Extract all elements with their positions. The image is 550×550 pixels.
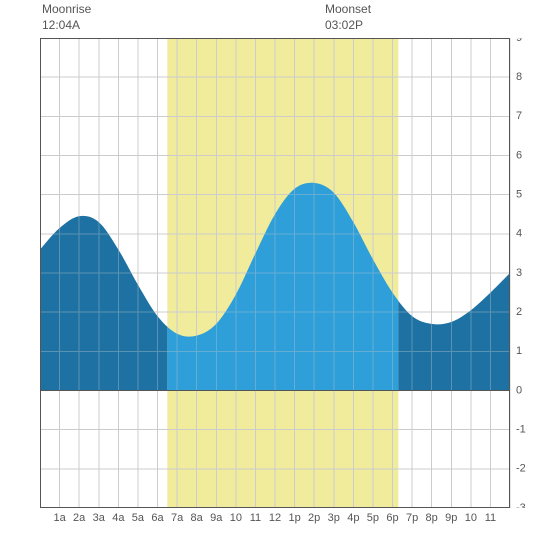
svg-text:3: 3 xyxy=(516,267,522,279)
moonrise-label: Moonrise xyxy=(42,2,91,18)
x-tick-label: 4p xyxy=(347,512,359,524)
x-tick-label: 3p xyxy=(328,512,340,524)
x-tick-label: 9a xyxy=(210,512,222,524)
x-tick-label: 2a xyxy=(73,512,85,524)
x-tick-label: 10 xyxy=(230,512,242,524)
svg-text:8: 8 xyxy=(516,71,522,83)
moonset-time: 03:02P xyxy=(325,18,371,34)
svg-text:-2: -2 xyxy=(516,463,526,475)
x-tick-label: 1a xyxy=(53,512,65,524)
chart-plot-area: -3 -2 -1 0 1 2 3 4 5 6 7 8 9 xyxy=(40,38,540,508)
x-tick-label: 8p xyxy=(426,512,438,524)
moonrise-time: 12:04A xyxy=(42,18,91,34)
x-tick-label: 5a xyxy=(132,512,144,524)
svg-text:0: 0 xyxy=(516,384,522,396)
chart-svg: -3 -2 -1 0 1 2 3 4 5 6 7 8 9 xyxy=(40,38,540,508)
svg-text:4: 4 xyxy=(516,228,522,240)
svg-text:2: 2 xyxy=(516,306,522,318)
svg-text:7: 7 xyxy=(516,110,522,122)
x-tick-label: 11 xyxy=(250,512,261,524)
x-tick-label: 6a xyxy=(151,512,163,524)
x-tick-label: 8a xyxy=(191,512,203,524)
tide-chart-container: Moonrise 12:04A Moonset 03:02P -3-2-1012… xyxy=(0,0,550,550)
svg-text:1: 1 xyxy=(516,345,522,357)
moonrise-block: Moonrise 12:04A xyxy=(42,2,91,33)
x-tick-label: 11 xyxy=(485,512,496,524)
x-tick-label: 1p xyxy=(288,512,300,524)
x-tick-label: 7p xyxy=(406,512,418,524)
x-tick-label: 3a xyxy=(93,512,105,524)
x-tick-label: 9p xyxy=(445,512,457,524)
moonset-block: Moonset 03:02P xyxy=(325,2,371,33)
x-tick-label: 6p xyxy=(386,512,398,524)
svg-text:5: 5 xyxy=(516,189,522,201)
x-tick-label: 7a xyxy=(171,512,183,524)
x-tick-label: 12 xyxy=(269,512,281,524)
svg-text:-3: -3 xyxy=(516,502,526,508)
svg-text:-1: -1 xyxy=(516,424,526,436)
x-tick-label: 2p xyxy=(308,512,320,524)
svg-text:6: 6 xyxy=(516,149,522,161)
x-tick-label: 5p xyxy=(367,512,379,524)
x-tick-label: 4a xyxy=(112,512,124,524)
x-tick-label: 10 xyxy=(465,512,477,524)
moonset-label: Moonset xyxy=(325,2,371,18)
svg-text:9: 9 xyxy=(516,38,522,44)
